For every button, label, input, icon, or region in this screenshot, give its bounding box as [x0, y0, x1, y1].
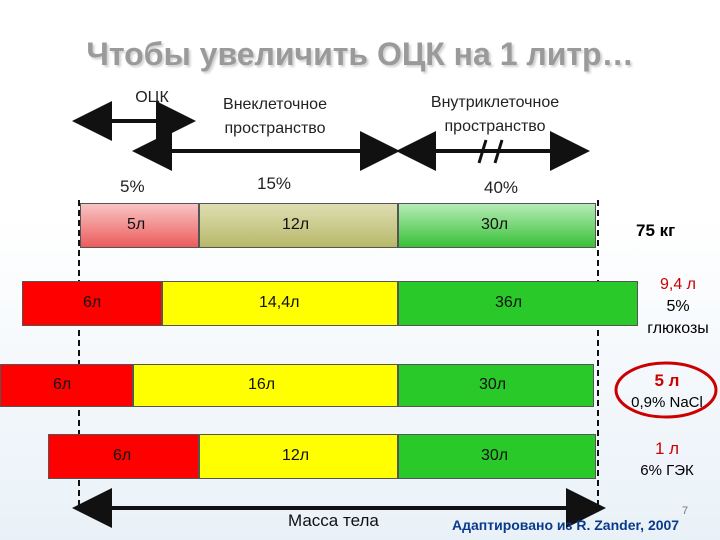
- percent-extracellular: 15%: [257, 174, 292, 193]
- intracellular-label: Внутриклеточное пространство: [430, 94, 560, 135]
- percent-intracellular: 40%: [484, 178, 519, 197]
- right-dashed-guide: [597, 200, 599, 506]
- row4-extracellular-segment: 12л: [199, 434, 398, 479]
- row1-ock-value: 5л: [127, 216, 146, 233]
- row2-infusion: 9,4 л 5% глюкозы: [636, 274, 720, 340]
- row1-extracellular-segment: 12л: [199, 203, 398, 248]
- row1-extracellular-value: 12л: [282, 216, 310, 233]
- row3-infusion-volume: 5 л: [654, 371, 680, 390]
- row3-intracellular-segment: 30л: [398, 364, 594, 407]
- row2-extracellular-segment: 14,4л: [162, 281, 398, 326]
- row3-intracellular-value: 30л: [479, 376, 507, 393]
- row4-intracellular-value: 30л: [481, 447, 509, 464]
- percent-ock: 5%: [120, 177, 145, 196]
- row1-intracellular-segment: 30л: [398, 203, 596, 248]
- row3-infusion-solution: 0,9% NaCl: [631, 394, 703, 411]
- row1-ock-segment: 5л: [80, 203, 199, 248]
- row2-ock-value: 6л: [83, 294, 102, 311]
- row3-ock-value: 6л: [53, 376, 72, 393]
- row4-extracellular-value: 12л: [282, 447, 310, 464]
- row3-extracellular-segment: 16л: [133, 364, 398, 407]
- row3-ock-segment: 6л: [0, 364, 133, 407]
- row2-infusion-concentration: 5%: [666, 298, 690, 315]
- row3-extracellular-value: 16л: [248, 376, 276, 393]
- row4-ock-segment: 6л: [48, 434, 199, 479]
- row4-infusion-volume: 1 л: [654, 439, 680, 458]
- slide-title: Чтобы увеличить ОЦК на 1 литр…: [86, 36, 634, 72]
- slide-number: 7: [682, 505, 689, 517]
- row2-ock-segment: 6л: [22, 281, 162, 326]
- row3-infusion: 5 л 0,9% NaCl: [622, 370, 712, 414]
- row4-intracellular-segment: 30л: [398, 434, 596, 479]
- row2-infusion-volume: 9,4 л: [659, 276, 697, 293]
- credit-text: Адаптировано из R. Zander, 2007: [452, 517, 680, 533]
- row2-extracellular-value: 14,4л: [259, 294, 300, 311]
- row4-ock-value: 6л: [113, 447, 132, 464]
- row4-infusion-solution: 6% ГЭК: [640, 462, 694, 479]
- break-mark-1: [477, 139, 488, 164]
- row4-infusion: 1 л 6% ГЭК: [622, 438, 712, 482]
- row2-intracellular-segment: 36л: [398, 281, 638, 326]
- row1-body-weight: 75 кг: [636, 221, 676, 240]
- highlight-ellipse: [614, 361, 718, 419]
- left-dashed-guide: [78, 200, 80, 506]
- row1-intracellular-value: 30л: [481, 216, 509, 233]
- row2-intracellular-value: 36л: [495, 294, 523, 311]
- body-mass-label: Масса тела: [288, 511, 379, 530]
- break-mark-2: [493, 139, 504, 164]
- row2-infusion-solution: глюкозы: [647, 320, 709, 337]
